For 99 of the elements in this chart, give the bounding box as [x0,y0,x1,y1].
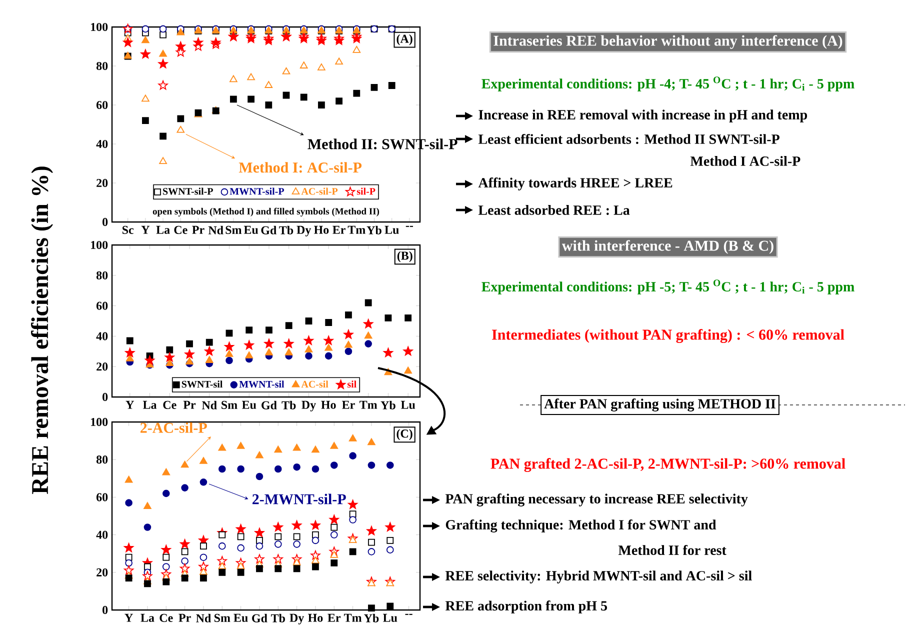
y-tick-label: 20 [96,568,108,576]
x-tick-label: Ho [308,614,323,622]
text: Experimental conditions: pH -5; T- 45 $^{O}$C ; t - 1 hr; C$_{i}$ - 5 ppm [482,280,854,294]
x-tick-label: Ce [163,400,176,409]
x-tick-label: Pr [178,614,191,622]
text: with interference - AMD (B & C) [562,240,774,254]
text: Affinity towards HREE > LREE [478,178,672,190]
legend-label: SWNT-sil-P [163,188,213,195]
y-tick-label: 0 [102,606,108,614]
x-tick-label: La [156,226,170,234]
legend-label: AC-sil-P [301,188,338,195]
text: (A) [396,34,412,46]
x-tick-label: Tm [344,614,362,622]
y-tick-label: 100 [91,240,108,250]
x-tick-label: Gd [262,400,277,410]
x-tick-label: La [140,614,154,622]
x-tick-label: Dy [302,400,316,412]
x-tick-label: Er [342,400,355,409]
y-tick-label: 40 [96,332,108,340]
annotation: 2-MWNT-sil-P [252,494,346,504]
x-tick-label: Tb [270,614,285,622]
text: Increase in REE removal with increase in pH and temp [478,110,808,122]
text: After PAN grafting using METHOD II [544,398,776,412]
x-tick-label: Y [124,614,133,622]
x-tick-label: Yb [366,226,382,234]
text: (C) [396,429,412,440]
x-tick-label: La [142,400,157,409]
x-tick-label: -- [405,614,412,615]
x-tick-label: Nd [208,226,224,234]
x-tick-label: Pr [192,226,204,234]
x-tick-label: Er [332,226,346,234]
y-tick-label: 60 [96,493,108,502]
y-tick-label: 0 [102,218,108,226]
x-tick-label: Eu [244,226,258,234]
text: Grafting technique: Method I for SWNT and [446,520,716,532]
legend-label: SWNT-sil [182,380,223,388]
y-tick-label: 60 [96,302,108,310]
legend-label: MWNT-sil [239,380,284,388]
text: PAN grafting necessary to increase REE selectivity [445,494,748,506]
y-tick-label: 0 [102,392,108,402]
x-tick-label: Eu [234,614,248,622]
legend-label: AC-sil [301,380,328,388]
legend-label: sil [347,380,356,388]
text: REE selectivity: Hybrid MWNT-sil and AC-sil > sil [445,570,752,584]
text: Method I AC-sil-P [690,156,800,166]
x-tick-label: Gd [252,614,268,622]
text: REE adsorption from pH 5 [445,600,607,614]
text: Least efficient adsorbents : Method II SWNT-sil-P [478,134,780,144]
x-tick-label: Y [141,226,150,234]
x-tick-label: Tm [360,400,378,409]
y-tick-label: 40 [96,140,108,148]
y-tick-label: 100 [91,22,108,32]
y-tick-label: 80 [96,456,108,464]
x-tick-label: Tm [348,226,366,234]
annotation: 2-AC-sil-P [140,422,207,433]
x-tick-label: Lu [384,226,399,234]
legend-label: sil-P [356,188,376,195]
x-tick-label: Ce [174,226,188,234]
text: Experimental conditions: pH -4; T- 45 $^{O}$C ; t - 1 hr; C$_{i}$ - 5 ppm [482,76,854,92]
x-tick-label: Nd [202,400,217,410]
x-tick-label: Eu [242,400,256,409]
x-tick-label: Sc [122,226,134,234]
y-tick-label: 100 [91,418,108,426]
text: Intraseries REE behavior without any interference (A) [494,35,842,49]
y-tick-label: 60 [96,100,108,110]
x-tick-label: Lu [383,614,398,622]
x-tick-label: Ho [314,226,329,234]
chart-title: (B) [397,251,412,262]
x-tick-label: Yb [364,614,379,622]
y-tick-label: 20 [96,362,108,371]
text: Intermediates (without PAN grafting) : < 60% removal [492,329,844,343]
x-tick-label: Dy [290,614,304,624]
x-tick-label: Tb [279,226,294,234]
text: Least adsorbed REE : La [478,205,630,215]
y-axis-title: REE removal efficiencies (in %) [31,166,54,494]
x-tick-label: Y [126,400,134,409]
x-tick-label: Dy [296,226,312,236]
x-tick-label: Yb [380,400,396,410]
x-tick-label: Nd [196,614,212,622]
text: PAN grafted 2-AC-sil-P, 2-MWNT-sil-P: >60% removal [490,458,846,472]
y-tick-label: 20 [96,178,108,188]
x-tick-label: Er [328,614,341,622]
x-tick-label: Gd [261,226,277,234]
x-tick-label: Sm [222,400,238,409]
x-tick-label: Sm [226,226,242,234]
x-tick-label: Sm [214,614,230,622]
x-tick-label: -- [406,226,414,227]
x-tick-label: Pr [183,400,196,409]
y-tick-label: 80 [96,62,108,70]
text: Method II for rest [618,544,726,555]
x-tick-label: Lu [400,400,416,409]
x-tick-label: Ho [321,400,336,409]
y-tick-label: 80 [96,271,108,280]
annotation: open symbols (Method I) and filled symbols (Method II) [152,208,380,216]
legend-label: MWNT-sil-P [230,188,284,195]
y-tick-label: 40 [96,530,108,539]
annotation: Method I: AC-sil-P [238,162,362,173]
x-tick-label: Ce [160,614,173,622]
x-tick-label: Tb [282,400,296,410]
